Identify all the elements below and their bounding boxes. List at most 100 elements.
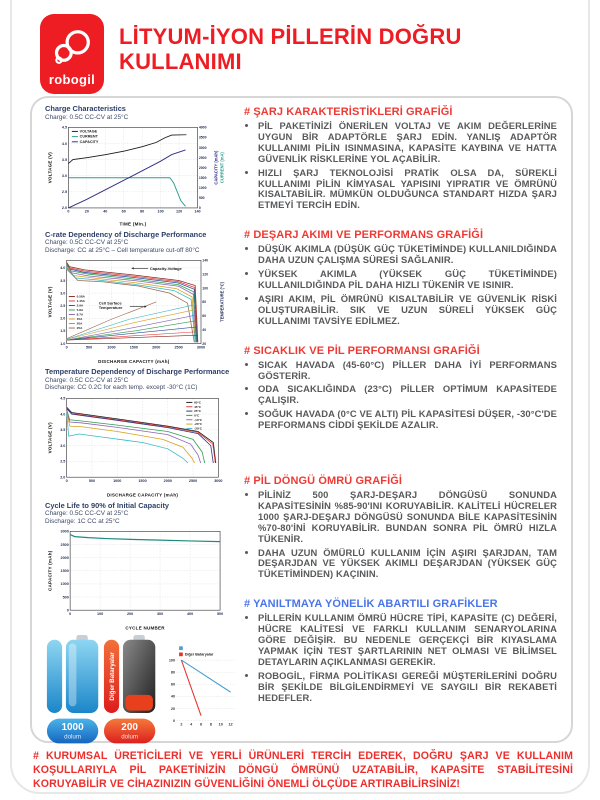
- svg-text:3.0: 3.0: [60, 444, 65, 448]
- svg-text:0: 0: [199, 206, 201, 210]
- svg-text:VOLTAGE (V): VOLTAGE (V): [48, 286, 53, 317]
- svg-text:40: 40: [202, 328, 206, 332]
- battery-comparison-chart: 2 4 6 8 10 12 0 20 40 60 80 100 Diğer Bataryalar: [169, 646, 236, 726]
- svg-text:2.9A: 2.9A: [77, 304, 84, 308]
- svg-text:3.0: 3.0: [62, 174, 67, 178]
- svg-text:0: 0: [67, 608, 69, 612]
- bullet-list: DÜŞÜK AKIMLA (DÜŞÜK GÜÇ TÜKETİMİNDE) KUL…: [244, 243, 557, 327]
- bullet: AŞIRI AKIM, PİL ÖMRÜNÜ KISALTABİLİR VE G…: [258, 293, 557, 327]
- section-temperature-performance: # SICAKLIK VE PİL PERFORMANSI GRAFİĞİ SI…: [244, 345, 557, 431]
- svg-text:Cell Surface: Cell Surface: [99, 301, 123, 306]
- section-discharge-current: # DEŞARJ AKIMI VE PERFORMANS GRAFİĞİ DÜŞ…: [244, 229, 557, 326]
- section-heading: # PİL DÖNGÜ ÖMRÜ GRAFİĞİ: [244, 475, 403, 488]
- svg-text:6: 6: [200, 722, 202, 726]
- charge-characteristics-panel: Charge Characteristics Charge: 0.5C CC-C…: [42, 104, 240, 227]
- svg-text:CAPACITY (mAh): CAPACITY (mAh): [48, 550, 53, 591]
- bullet: PİL PAKETİNİZİ ÖNERİLEN VOLTAJ VE AKIM D…: [258, 120, 557, 165]
- svg-text:12: 12: [228, 722, 232, 726]
- svg-text:4.0: 4.0: [62, 142, 67, 146]
- header: robogil LİTYUM-İYON PİLLERİN DOĞRU KULLA…: [40, 14, 462, 94]
- svg-text:45°C: 45°C: [194, 405, 202, 409]
- chart-title: Cycle Life to 90% of Initial Capacity: [45, 500, 170, 510]
- svg-text:1.0: 1.0: [60, 342, 65, 346]
- svg-text:1.5: 1.5: [60, 329, 65, 333]
- page-title: LİTYUM-İYON PİLLERİN DOĞRU KULLANIMI: [119, 24, 462, 74]
- svg-text:100: 100: [158, 210, 164, 214]
- svg-text:1500: 1500: [130, 345, 138, 349]
- svg-text:Capacity-Voltage: Capacity-Voltage: [150, 266, 183, 271]
- svg-text:100: 100: [202, 286, 208, 290]
- bullet-list: PİLİNİZ 500 ŞARJ-DEŞARJ DÖNGÜSÜ SONUNDA …: [244, 489, 557, 581]
- svg-text:2.5: 2.5: [60, 304, 65, 308]
- bullet: PİLİNİZ 500 ŞARJ-DEŞARJ DÖNGÜSÜ SONUNDA …: [258, 489, 557, 545]
- svg-text:0: 0: [173, 719, 175, 723]
- bullet-list: PİL PAKETİNİZİ ÖNERİLEN VOLTAJ VE AKIM D…: [244, 120, 557, 211]
- section-charge-characteristics: # ŞARJ KARAKTERİSTİKLERİ GRAFİĞİ PİL PAK…: [244, 106, 557, 211]
- svg-text:2.5: 2.5: [62, 190, 67, 194]
- svg-text:3.0: 3.0: [60, 292, 65, 296]
- svg-text:DISCHARGE CAPACITY (mAh): DISCHARGE CAPACITY (mAh): [107, 492, 179, 497]
- c-rate-discharge-panel: C-rate Dependency of Discharge Performan…: [42, 230, 240, 365]
- svg-text:20: 20: [202, 342, 206, 346]
- svg-text:1000: 1000: [113, 479, 121, 483]
- battery-illustration: Diğer Bataryalar 1000 dolum 200 dolum: [46, 634, 156, 744]
- full-battery-unit: dolum: [64, 734, 81, 741]
- low-battery-count-pill: [103, 718, 156, 744]
- svg-text:60: 60: [122, 210, 126, 214]
- other-batteries-band-label: Diğer Bataryalar: [109, 652, 116, 701]
- svg-text:VOLTAGE: VOLTAGE: [80, 129, 98, 133]
- svg-text:140: 140: [194, 210, 200, 214]
- chart-title: Charge Characteristics: [45, 104, 126, 113]
- svg-text:3.5: 3.5: [60, 428, 65, 432]
- robogil-circles-icon: [54, 30, 90, 64]
- bullet: SICAK HAVADA (45-60°C) PİLLER DAHA İYİ P…: [258, 359, 557, 382]
- chart-title: Temperature Dependency of Discharge Perf…: [45, 367, 230, 377]
- logo-text: robogil: [48, 72, 96, 87]
- svg-text:4: 4: [190, 722, 193, 726]
- page-title-line1: LİTYUM-İYON PİLLERİN DOĞRU: [119, 24, 462, 49]
- svg-text:3000: 3000: [197, 345, 205, 349]
- svg-text:60°C: 60°C: [194, 400, 202, 404]
- svg-text:2.0: 2.0: [62, 206, 67, 210]
- svg-text:100: 100: [97, 612, 103, 616]
- chart-subtitle: Charge: 0.5C CC-CV at 25°C: [45, 510, 129, 518]
- text-column: # ŞARJ KARAKTERİSTİKLERİ GRAFİĞİ PİL PAK…: [244, 106, 562, 722]
- section-heading: # DEŞARJ AKIMI VE PERFORMANS GRAFİĞİ: [244, 229, 484, 242]
- svg-text:CURRENT: CURRENT: [80, 135, 99, 139]
- low-battery-body: [122, 639, 156, 713]
- svg-text:2500: 2500: [199, 156, 207, 160]
- other-batteries-band: [103, 639, 120, 713]
- svg-text:CAPACITY: CAPACITY: [80, 140, 99, 144]
- section-heading: # SICAKLIK VE PİL PERFORMANSI GRAFİĞİ: [244, 344, 480, 357]
- charge-characteristics-chart: 0 20 40 60 80 100 120 140 2.0 2.5 3.0 3.5 4.0 4.5 0 500…: [48, 126, 225, 227]
- low-battery-unit: dolum: [121, 734, 138, 741]
- temperature-discharge-chart: 0 500 1000 1500 2000 2500 3000 2.0 2.5 3.0 3.5 4.0 4…: [48, 396, 223, 497]
- svg-text:4.0: 4.0: [60, 412, 65, 416]
- svg-text:20A: 20A: [77, 322, 83, 326]
- svg-text:40: 40: [171, 695, 175, 699]
- svg-text:120: 120: [176, 210, 182, 214]
- svg-text:2500: 2500: [174, 345, 182, 349]
- svg-text:CAPACITY (mAh): CAPACITY (mAh): [213, 150, 218, 185]
- bullet-list: PİLLERİN KULLANIM ÖMRÜ HÜCRE TİPİ, KAPAS…: [244, 612, 557, 703]
- bullet: DAHA UZUN ÖMÜRLÜ KULLANIM İÇİN AŞIRI ŞAR…: [258, 547, 557, 581]
- svg-text:25°C: 25°C: [194, 409, 202, 413]
- bullet: DÜŞÜK AKIMLA (DÜŞÜK GÜÇ TÜKETİMİNDE) KUL…: [258, 243, 557, 266]
- svg-text:120: 120: [202, 273, 208, 277]
- svg-text:2500: 2500: [189, 479, 197, 483]
- svg-text:500: 500: [89, 479, 95, 483]
- svg-text:3000: 3000: [199, 146, 207, 150]
- bullet: SOĞUK HAVADA (0°C VE ALTI) PİL KAPASİTES…: [258, 408, 557, 431]
- svg-text:4000: 4000: [199, 126, 207, 130]
- svg-text:0°C: 0°C: [194, 413, 200, 417]
- svg-text:10: 10: [219, 722, 223, 726]
- svg-text:20: 20: [171, 707, 175, 711]
- cycle-life-panel: Cycle Life to 90% of Initial Capacity Ch…: [42, 500, 240, 631]
- svg-text:4.5: 4.5: [60, 396, 65, 400]
- svg-text:1000: 1000: [199, 186, 207, 190]
- svg-text:1.45A: 1.45A: [77, 299, 86, 303]
- svg-text:8: 8: [210, 722, 212, 726]
- svg-text:0: 0: [69, 612, 71, 616]
- svg-text:1500: 1500: [138, 479, 146, 483]
- blue-capsule: [46, 639, 63, 713]
